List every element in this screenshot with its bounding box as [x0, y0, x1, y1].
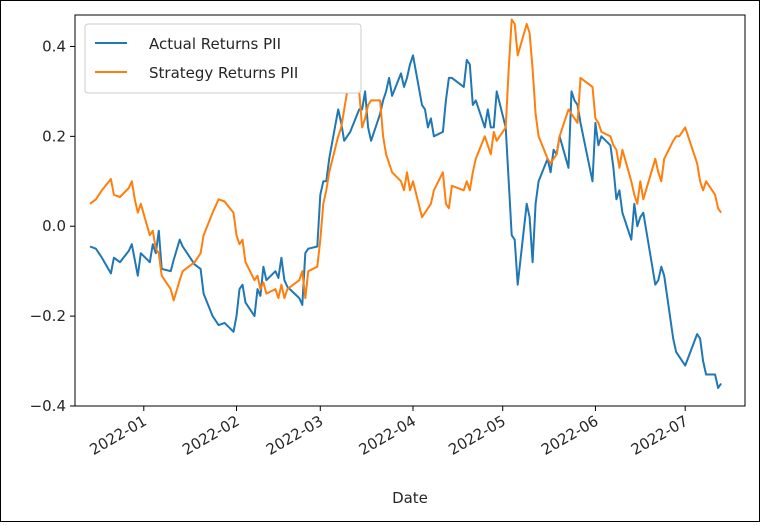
- x-tick-label: 2022-04: [356, 412, 419, 459]
- legend-box: [84, 23, 362, 94]
- legend-label-actual-returns: Actual Returns PII: [149, 35, 281, 53]
- x-tick-label: 2022-02: [179, 412, 242, 459]
- x-axis-label: Date: [392, 489, 428, 507]
- y-tick-label: 0.4: [42, 37, 66, 55]
- series-line-strategy-returns: [89, 18, 722, 302]
- legend: Actual Returns PII Strategy Returns PII: [84, 23, 362, 94]
- y-tick-label: 0.0: [42, 217, 66, 235]
- x-tick-label: 2022-01: [87, 412, 150, 459]
- y-tick-label: −0.4: [30, 397, 66, 415]
- legend-label-strategy-returns: Strategy Returns PII: [149, 64, 298, 82]
- y-tick-label: 0.2: [42, 127, 66, 145]
- series-line-actual-returns: [89, 54, 722, 389]
- x-tick-label: 2022-06: [538, 412, 601, 459]
- x-tick-label: 2022-03: [263, 412, 326, 459]
- y-tick-label: −0.2: [30, 307, 66, 325]
- x-tick-label: 2022-07: [628, 412, 691, 459]
- x-tick-label: 2022-05: [445, 412, 508, 459]
- series-layer: [89, 18, 722, 389]
